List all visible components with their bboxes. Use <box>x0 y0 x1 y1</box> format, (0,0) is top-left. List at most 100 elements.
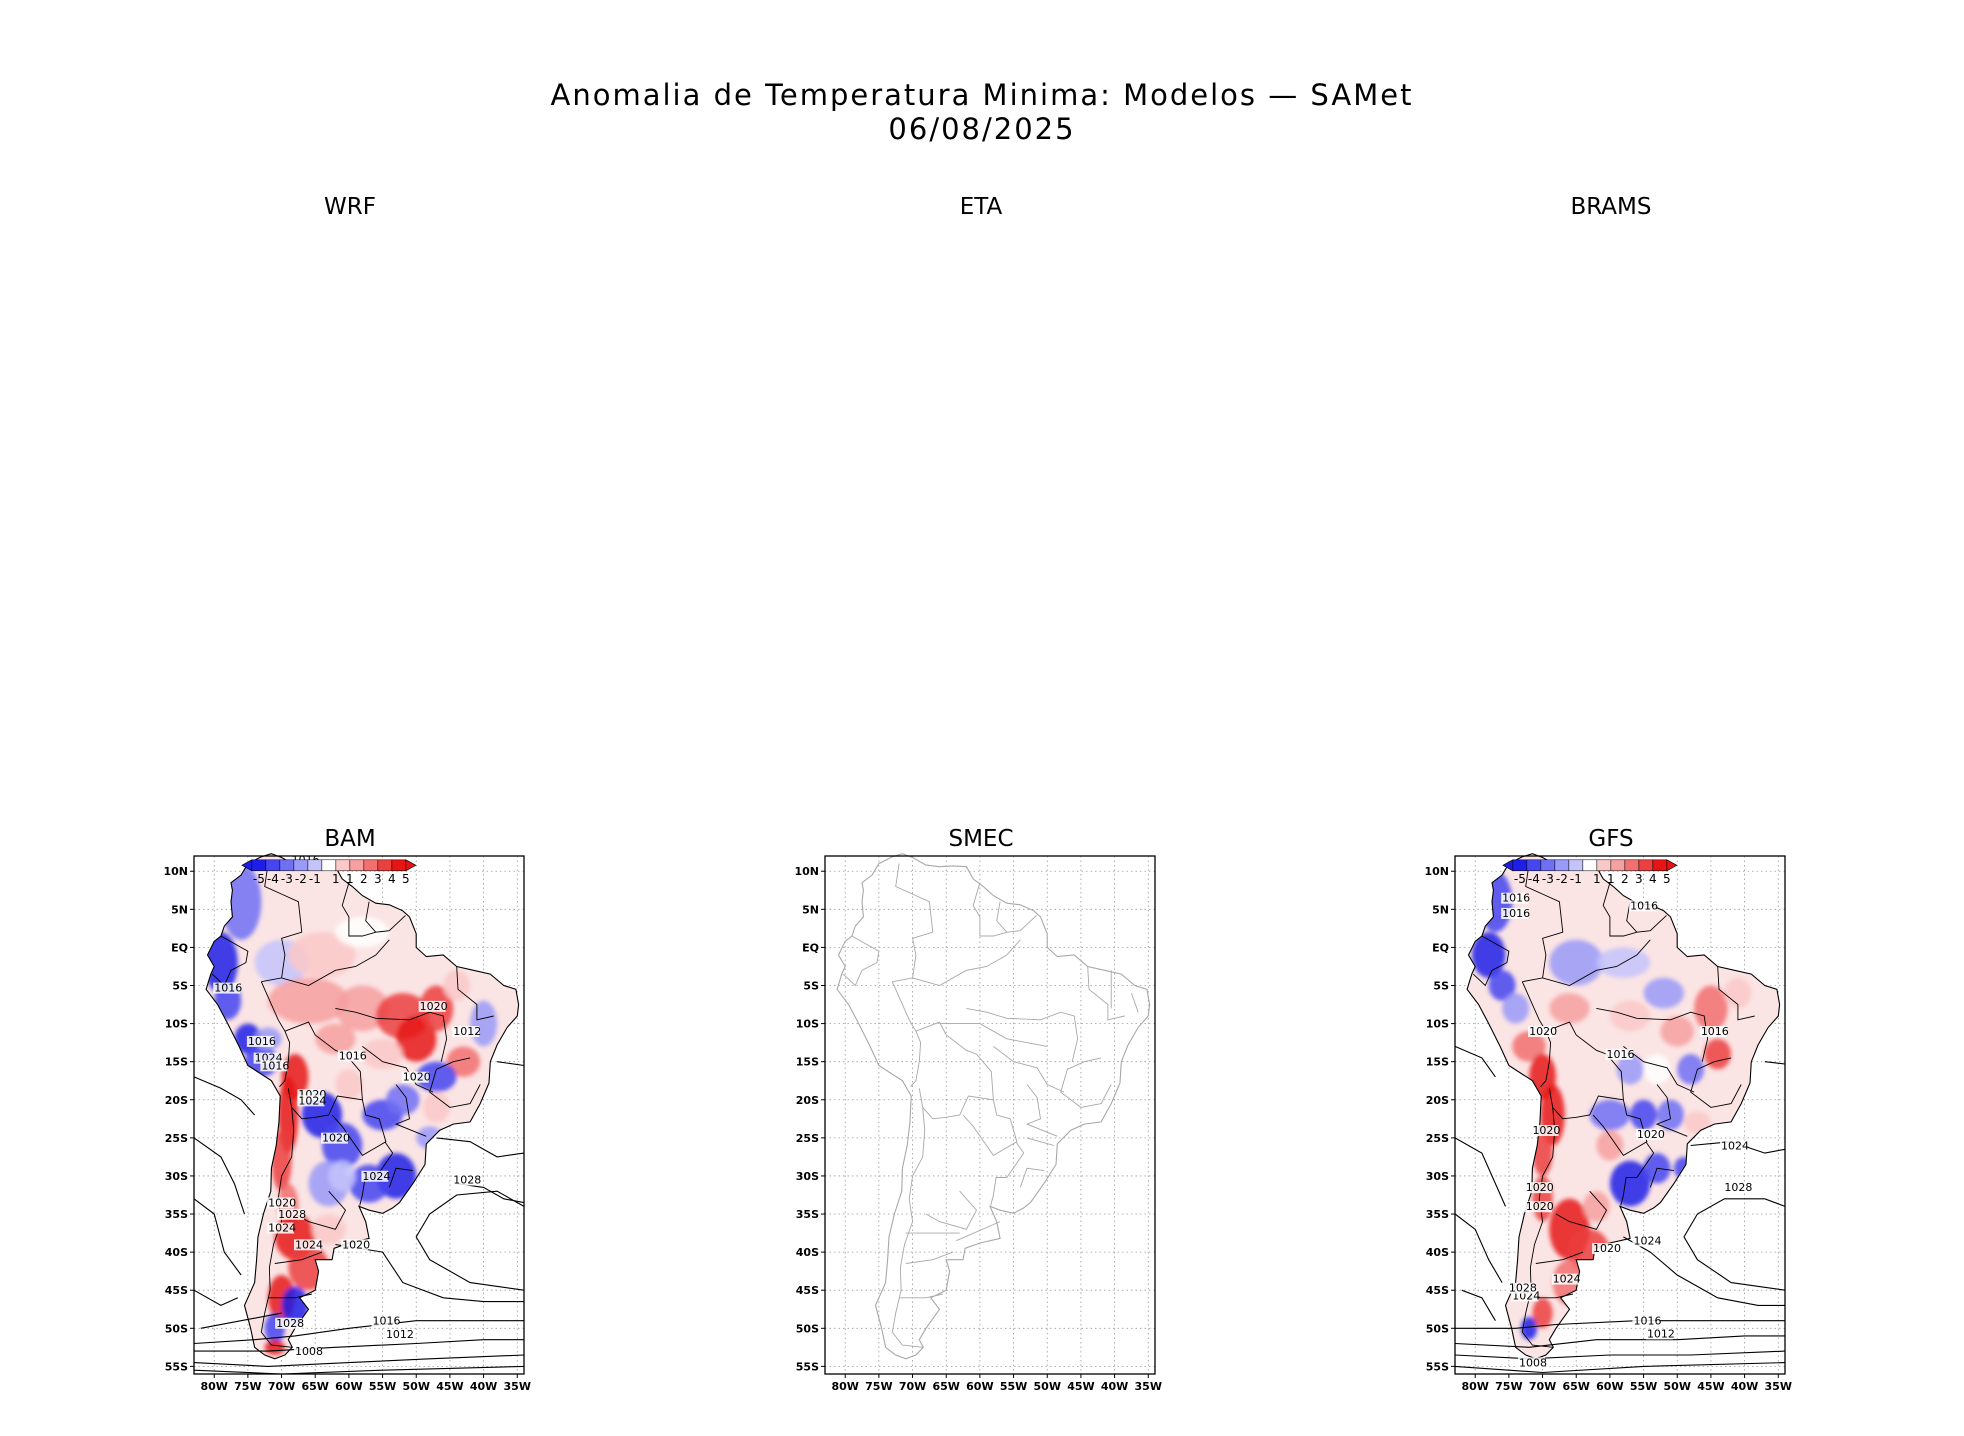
lat-tick-label: 55S <box>165 1360 188 1373</box>
axis-ticks: 10N 5N EQ 5S 10S 15S 20S 25S 30S 35S 40S 45S 50S 55S 8… <box>1424 865 1792 1393</box>
anomaly-patch <box>1502 993 1530 1024</box>
anomaly-patch <box>335 985 390 1032</box>
colorbar-swatch <box>321 859 337 872</box>
isobar-label: 1020 <box>1532 1124 1560 1137</box>
isobar-labels: 1016 1016 1016 1020 1016 1016 1020 1020 1024 1020… <box>1501 892 1752 1369</box>
colorbar-swatch <box>1512 859 1528 872</box>
colorbar-label: -3 <box>1542 872 1554 886</box>
isobar-label-bg <box>1645 1328 1673 1340</box>
lat-tick-label: 15S <box>165 1056 188 1069</box>
border-line <box>966 1007 1079 1062</box>
isobar-lines <box>193 1061 525 1375</box>
isobar-label-bg <box>384 1329 412 1341</box>
lat-tick-label: 20S <box>165 1094 188 1107</box>
lat-tick-label: 5S <box>172 980 188 993</box>
lat-tick-label: 45S <box>1426 1284 1449 1297</box>
colorbar-swatch <box>377 859 393 872</box>
isobar <box>193 1320 524 1345</box>
anomaly-patch <box>268 977 349 1024</box>
lon-tick-label: 40W <box>1101 1380 1128 1393</box>
isobar-label: 1016 <box>1607 1048 1635 1061</box>
border-line <box>912 939 1021 986</box>
border-line <box>993 1046 1065 1093</box>
colorbar-label: 3 <box>374 872 382 886</box>
colorbar-swatch <box>1554 859 1570 872</box>
border-line <box>899 1293 943 1299</box>
lat-tick-label: 40S <box>796 1246 819 1259</box>
border-line <box>1025 1084 1058 1137</box>
lon-tick-label: 35W <box>1135 1380 1162 1393</box>
lat-tick-label: EQ <box>802 941 819 954</box>
isobar <box>193 1076 256 1116</box>
isobar <box>193 1198 242 1276</box>
colorbar-swatch <box>279 859 295 872</box>
lat-tick-label: 15S <box>796 1056 819 1069</box>
anomaly-patch <box>1512 1031 1546 1062</box>
isobar-label-bg <box>1632 1235 1660 1247</box>
border-line <box>939 1023 1048 1047</box>
anomaly-patch <box>288 932 356 978</box>
colorbar-label: -4 <box>1528 872 1540 886</box>
isobar-label-bg <box>1632 1315 1660 1327</box>
panel-label-wrf: WRF <box>324 194 376 220</box>
lon-tick-label: 75W <box>234 1380 261 1393</box>
anomaly-patch <box>335 916 390 948</box>
colorbar-arrow-right <box>1666 859 1678 872</box>
isobar <box>1454 1213 1503 1283</box>
isobar-label: 1028 <box>1724 1181 1752 1194</box>
anomaly-patch <box>362 1038 403 1070</box>
isobar-label: 1020 <box>268 1196 296 1209</box>
isobar-label-bg <box>1517 1357 1545 1369</box>
isobar-label: 1024 <box>362 1170 390 1183</box>
lon-tick-label: 40W <box>1731 1380 1758 1393</box>
isobar-label-bg <box>267 1222 295 1234</box>
anomaly-patch <box>1657 1099 1684 1131</box>
isobar <box>193 1365 525 1375</box>
border-line <box>972 882 1037 937</box>
border-line <box>1521 1107 1556 1348</box>
anomaly-patch <box>315 1023 356 1055</box>
isobar-label: 1020 <box>1526 1181 1554 1194</box>
isobar-label-bg <box>277 1208 305 1220</box>
lon-tick-label: 45W <box>1067 1380 1094 1393</box>
isobar-label: 1016 <box>1701 1025 1729 1038</box>
isobar-label: 1016 <box>214 982 242 995</box>
colorbar-swatch <box>307 859 323 872</box>
border-line <box>384 1142 394 1154</box>
isobar <box>1455 1320 1785 1329</box>
isobar-label: 1020 <box>1526 1200 1554 1213</box>
isobar-label: 1020 <box>1637 1128 1665 1141</box>
border-line <box>1649 1167 1674 1188</box>
isobar-label-bg <box>260 1060 288 1072</box>
isobar-label: 1020 <box>420 1000 448 1013</box>
colorbar-label: -1 <box>309 872 321 886</box>
border-line <box>274 1251 323 1264</box>
coastline <box>836 853 1151 1360</box>
colorbar-swatch <box>1526 859 1542 872</box>
border-line <box>1015 1142 1025 1154</box>
isobar-label-bg <box>341 1239 369 1251</box>
lon-tick-label: 50W <box>403 1380 430 1393</box>
anomaly-patch <box>1630 1099 1658 1131</box>
border-line <box>925 1190 978 1230</box>
anomaly-patch <box>264 1339 285 1355</box>
isobar-label-bg <box>1501 892 1529 904</box>
border-line <box>1655 1084 1688 1137</box>
lat-tick-label: 55S <box>1426 1360 1449 1373</box>
isobar-label: 1016 <box>1502 907 1530 920</box>
gridlines <box>825 856 1155 1374</box>
isobar <box>1454 1362 1786 1374</box>
figure-date: 06/08/2025 <box>888 112 1076 146</box>
isobar-label-bg <box>294 1239 322 1251</box>
isobar-label: 1016 <box>261 1059 289 1072</box>
isobar-label: 1028 <box>453 1174 481 1187</box>
border-line <box>281 939 390 986</box>
border-line <box>1542 939 1651 986</box>
isobar-label-bg <box>1592 1243 1620 1255</box>
isobar-label-bg <box>294 1345 322 1357</box>
colorbar-label: 1 <box>1593 872 1601 886</box>
isobar <box>1683 1198 1786 1291</box>
lat-tick-label: 35S <box>165 1208 188 1221</box>
isobar-labels: 1016102010121016102410161016101610201020… <box>213 854 481 1358</box>
plot-frame <box>824 855 1156 1375</box>
